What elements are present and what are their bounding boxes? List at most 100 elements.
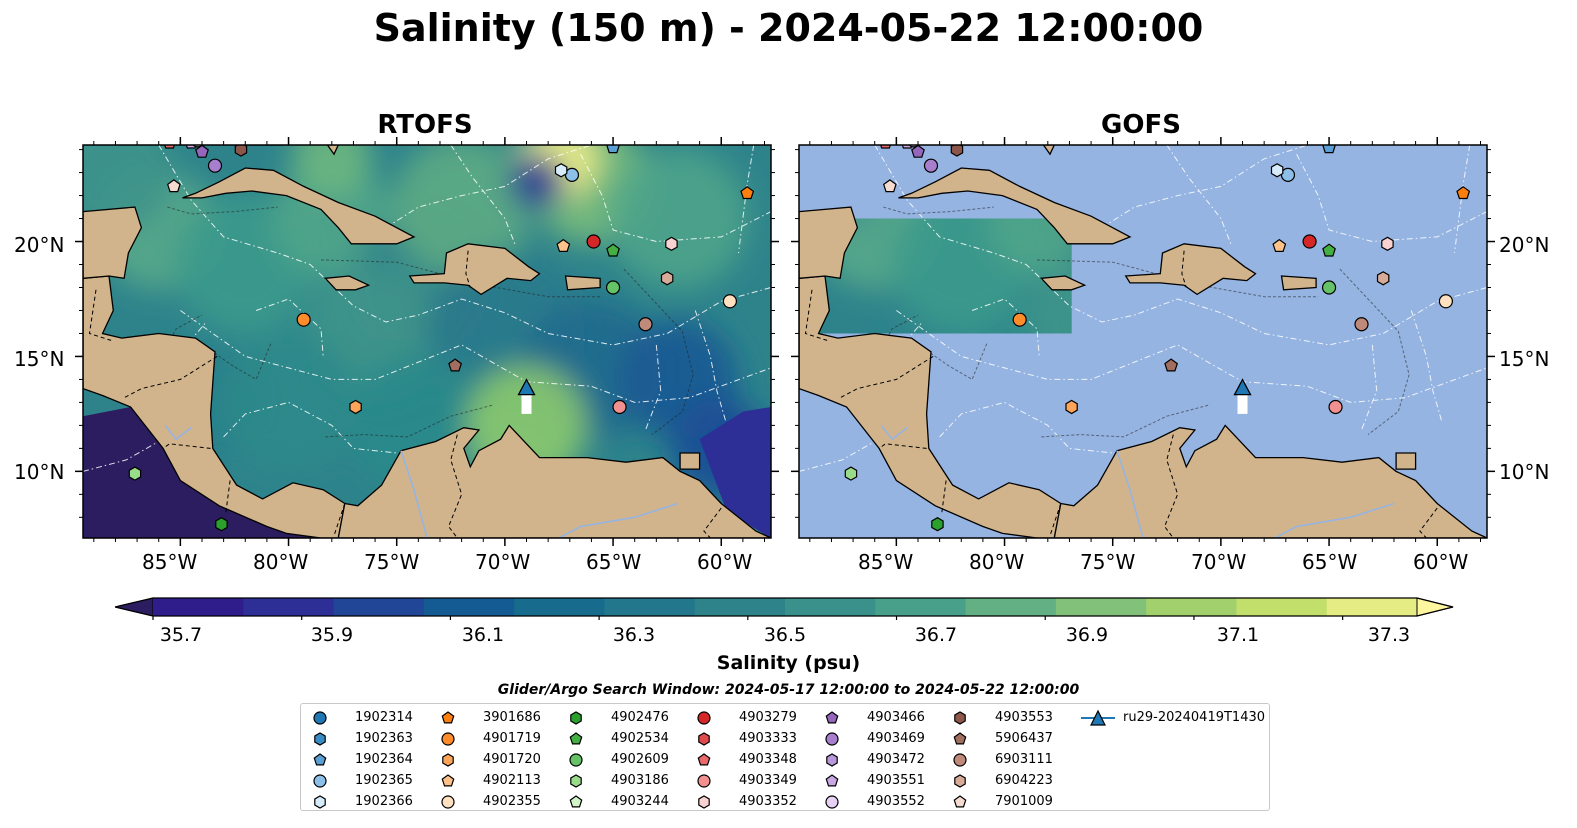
map-panel-gofs[interactable]: [799, 145, 1487, 538]
observation-markers: [844, 145, 1471, 532]
land-central-america: [83, 275, 346, 538]
legend-label: 6904223: [995, 773, 1053, 788]
lat-label-15n: 15°N: [14, 347, 65, 371]
land-central-america: [799, 275, 1062, 538]
legend-label: 4902355: [483, 794, 541, 809]
marker-4901720: [349, 399, 362, 415]
marker-4902534: [1322, 243, 1336, 257]
colorbar: [115, 597, 1454, 620]
legend-marker: [570, 774, 582, 788]
colorbar-tick-label: 36.3: [612, 624, 656, 646]
map-panel-rtofs[interactable]: [83, 145, 771, 538]
land-south-america: [1053, 424, 1487, 538]
legend-marker: [313, 774, 327, 788]
marker-4903469: [923, 158, 939, 173]
legend-label: 7901009: [995, 794, 1053, 809]
legend-marker: [569, 732, 583, 745]
colorbar-bin: [423, 598, 515, 616]
marker-7901009: [882, 179, 897, 193]
colorbar-bin: [243, 598, 335, 616]
marker-1902366: [554, 163, 568, 178]
legend-marker: [953, 795, 967, 808]
country-borders: [88, 250, 722, 538]
lon-label-60w-gofs: 60°W: [1413, 550, 1469, 574]
marker-5906437: [1164, 358, 1179, 372]
marker-4903553: [234, 145, 248, 157]
legend-label: 1902365: [355, 773, 413, 788]
lon-label-80w: 80°W: [253, 550, 309, 574]
legend-label: 4902476: [611, 710, 669, 725]
lon-label-85w: 85°W: [142, 550, 198, 574]
marker-4901720: [1065, 399, 1078, 415]
colorbar-bin: [1146, 598, 1237, 616]
colorbar-bin: [785, 598, 876, 616]
legend: 1902314 1902363 1902364 1902365 1902366 39016…: [300, 703, 1270, 811]
legend-label: 4903279: [739, 710, 797, 725]
marker-1902364: [1322, 145, 1336, 154]
legend-label: 5906437: [995, 731, 1053, 746]
legend-marker: [825, 774, 839, 787]
legend-label: 4903186: [611, 773, 669, 788]
legend-marker: [441, 795, 455, 809]
panel-title-rtofs: RTOFS: [377, 110, 473, 140]
colorbar-extend-high: [1416, 597, 1454, 617]
legend-label: 4903472: [867, 752, 925, 767]
marker-3901686: [740, 186, 755, 200]
marker-4902476: [931, 517, 944, 532]
legend-marker: [570, 711, 582, 725]
land-south-america: [337, 424, 771, 538]
marker-4903469: [207, 158, 223, 173]
colorbar-extend-low: [115, 597, 154, 617]
lat-label-10n-right: 10°N: [1499, 460, 1550, 484]
legend-label: 4903469: [867, 731, 925, 746]
legend-label: 4903553: [995, 710, 1053, 725]
marker-4903466: [911, 145, 925, 158]
legend-marker: [697, 753, 711, 766]
marker-4901719: [296, 312, 311, 327]
land-hispaniola: [1124, 243, 1257, 296]
legend-marker: [825, 795, 839, 809]
legend-label: 4901720: [483, 752, 541, 767]
colorbar-tick-label: 35.7: [159, 624, 203, 646]
marker-6904223: [1376, 271, 1390, 286]
colorbar-label: Salinity (psu): [716, 652, 861, 674]
marker-4902113: [1272, 238, 1287, 253]
legend-marker: [825, 732, 839, 746]
colorbar-bin: [694, 598, 786, 616]
legend-marker: [313, 753, 327, 766]
axes-frame: [75, 137, 1495, 546]
lon-label-65w: 65°W: [586, 550, 642, 574]
lat-label-20n-right: 20°N: [1499, 233, 1550, 257]
land-bahamas-andros: [326, 145, 340, 156]
legend-label: 3901686: [483, 710, 541, 725]
land-bahamas-andros: [1042, 145, 1056, 156]
glider-marker: [517, 378, 536, 396]
marker-3901686: [1456, 186, 1471, 200]
glider-track: [521, 388, 532, 414]
colorbar-tick-label: 37.3: [1367, 624, 1411, 646]
legend-marker: [1090, 709, 1106, 726]
land-yucatan: [799, 206, 859, 280]
lat-label-15n-right: 15°N: [1499, 347, 1550, 371]
land-hispaniola: [408, 243, 541, 296]
legend-marker: [953, 732, 967, 745]
legend-label: 1902363: [355, 731, 413, 746]
marker-4903352: [1381, 236, 1394, 251]
legend-label: 6903111: [995, 752, 1053, 767]
legend-marker: [697, 711, 711, 725]
marker-4902609: [605, 280, 621, 295]
marker-6903111: [638, 317, 653, 332]
marker-4902113: [556, 238, 571, 253]
legend-marker: [954, 774, 966, 788]
legend-marker: [954, 711, 966, 725]
rivers: [164, 424, 679, 538]
land-puerto-rico: [1280, 275, 1317, 291]
marker-4903279: [1302, 234, 1317, 249]
rivers: [880, 424, 1395, 538]
lon-label-60w: 60°W: [697, 550, 753, 574]
legend-title: Glider/Argo Search Window: 2024-05-17 12…: [497, 682, 1080, 698]
legend-marker: [697, 774, 711, 788]
legend-label: 4903352: [739, 794, 797, 809]
glider-marker: [1233, 378, 1252, 396]
marker-4903279: [586, 234, 601, 249]
